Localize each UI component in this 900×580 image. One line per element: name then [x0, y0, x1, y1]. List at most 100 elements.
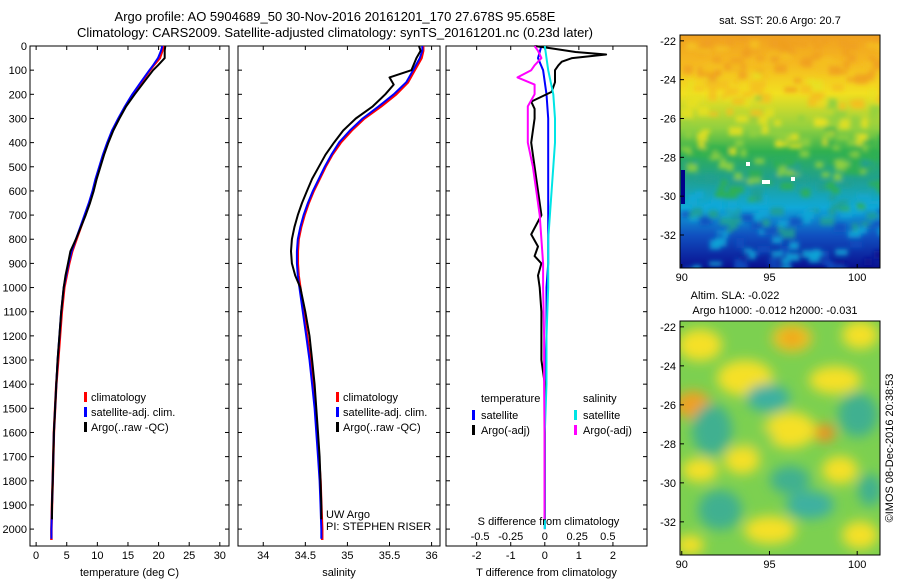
sst-texture-cell — [821, 38, 829, 45]
sla-anomaly-blob — [724, 446, 760, 474]
x-tick-label: 25 — [183, 550, 195, 562]
sst-texture-cell — [743, 248, 753, 254]
map-y-tick-label: -30 — [660, 478, 676, 490]
sst-texture-cell — [839, 206, 851, 212]
sst-texture-cell — [798, 115, 805, 123]
x-tick-label: -2 — [472, 550, 482, 562]
legend-title: temperature — [481, 393, 540, 405]
sla-anomaly-blob — [764, 412, 816, 448]
sst-texture-cell — [876, 43, 880, 51]
legend-swatch — [336, 422, 339, 432]
sst-texture-cell — [868, 70, 876, 75]
sst-texture-cell — [724, 96, 731, 101]
sst-texture-cell — [703, 149, 714, 157]
sst-texture-cell — [852, 223, 859, 233]
secondary-axis-label: S difference from climatology — [478, 516, 620, 528]
legend-swatch — [336, 392, 339, 402]
sst-texture-cell — [685, 128, 693, 139]
sst-texture-cell — [855, 135, 863, 145]
legend-swatch — [574, 425, 577, 435]
sst-texture-cell — [758, 116, 768, 125]
map-y-tick-label: -26 — [660, 113, 676, 125]
sst-texture-cell — [768, 38, 778, 48]
legend-entry: Argo(-adj) — [481, 425, 530, 437]
x-tick-label: -1 — [506, 550, 516, 562]
sst-texture-cell — [827, 261, 834, 268]
sst-texture-cell — [864, 258, 872, 266]
sst-texture-cell — [867, 154, 880, 161]
sla-anomaly-blob — [680, 329, 722, 361]
sst-texture-cell — [784, 87, 798, 93]
sst-texture-cell — [695, 175, 710, 182]
legend-swatch — [84, 422, 87, 432]
sst-missing-cell — [762, 180, 770, 184]
sst-texture-cell — [701, 65, 715, 74]
sst-texture-cell — [741, 91, 753, 97]
sst-texture-cell — [831, 203, 843, 209]
sst-texture-cell — [838, 199, 849, 205]
sla-map-panel: Altim. SLA: -0.022 Argo h1000: -0.012 h2… — [660, 290, 881, 571]
sst-texture-cell — [694, 86, 705, 91]
sst-texture-cell — [750, 188, 763, 198]
sst-texture-cell — [842, 48, 850, 57]
x-axis-label: T difference from climatology — [476, 567, 617, 579]
legend-swatch — [472, 425, 475, 435]
x-tick-label: 0 — [33, 550, 39, 562]
sst-texture-cell — [847, 53, 857, 63]
sst-texture-cell — [790, 40, 800, 46]
sst-texture-cell — [709, 150, 718, 161]
secondary-tick-label: 0.5 — [600, 531, 615, 543]
sla-anomaly-blob — [746, 384, 790, 412]
sla-map-frame — [679, 320, 881, 556]
sst-texture-cell — [682, 65, 693, 74]
sst-edge-strip — [681, 170, 685, 204]
sst-texture-cell — [734, 172, 743, 183]
sst-texture-cell — [807, 97, 815, 107]
sst-texture-cell — [856, 203, 866, 211]
sst-texture-cell — [721, 92, 731, 101]
sst-texture-cell — [685, 150, 697, 155]
sla-anomaly-blob — [842, 521, 878, 549]
sst-texture-cell — [693, 265, 702, 268]
sla-anomaly-blob — [783, 331, 801, 345]
sst-texture-cell — [774, 159, 782, 169]
sst-texture-cell — [813, 43, 823, 50]
sst-texture-cell — [771, 251, 783, 257]
sst-texture-cell — [815, 119, 828, 126]
x-tick-label: 5 — [64, 550, 70, 562]
sst-texture-cell — [741, 213, 755, 223]
sst-texture-cell — [824, 131, 833, 141]
sst-texture-cell — [768, 257, 779, 266]
sst-texture-cell — [878, 141, 880, 149]
sst-texture-cell — [734, 258, 742, 266]
sst-texture-cell — [776, 37, 790, 45]
sst-texture-cell — [686, 164, 698, 172]
sst-texture-cell — [830, 264, 844, 268]
map-y-tick-label: -26 — [660, 400, 676, 412]
sst-texture-cell — [835, 160, 846, 171]
sst-texture-cell — [727, 179, 740, 187]
sst-texture-cell — [726, 228, 733, 233]
map-y-tick-label: -24 — [660, 361, 676, 373]
imos-credit: ©IMOS 08-Dec-2016 20:38:53 — [884, 374, 896, 523]
sst-texture-cell — [802, 250, 814, 258]
sst-texture-cell — [864, 139, 875, 145]
depth-tick-label: 100 — [9, 65, 27, 77]
sst-texture-cell — [772, 236, 783, 244]
sst-texture-cell — [795, 175, 808, 182]
sst-texture-cell — [867, 223, 876, 229]
sst-map-panel: sat. SST: 20.6 Argo: 20.7 90 95 100 -22 -24 -… — [660, 15, 881, 284]
depth-tick-label: 700 — [9, 210, 27, 222]
sst-texture-cell — [708, 91, 717, 101]
sst-texture-cell — [835, 260, 845, 268]
sst-texture-cell — [774, 64, 787, 73]
sst-texture-cell — [776, 225, 783, 234]
sla-anomaly-blob — [822, 456, 858, 484]
sst-texture-cell — [734, 264, 748, 268]
sst-texture-cell — [771, 174, 779, 184]
annotation-text: UW Argo — [326, 509, 370, 521]
sst-texture-cell — [879, 86, 880, 96]
sst-texture-cell — [758, 209, 769, 217]
sst-texture-cell — [752, 72, 763, 79]
sst-texture-cell — [715, 79, 730, 90]
